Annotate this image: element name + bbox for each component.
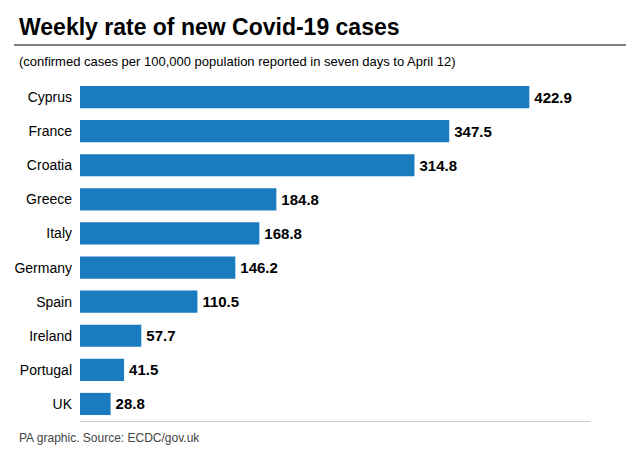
svg-text:Croatia: Croatia <box>27 157 72 173</box>
svg-text:41.5: 41.5 <box>129 361 158 378</box>
svg-text:France: France <box>28 123 72 139</box>
svg-text:168.8: 168.8 <box>264 225 302 242</box>
svg-text:184.8: 184.8 <box>281 191 319 208</box>
svg-text:Germany: Germany <box>14 260 72 276</box>
svg-text:314.8: 314.8 <box>419 157 457 174</box>
svg-text:110.5: 110.5 <box>202 293 239 310</box>
svg-text:Portugal: Portugal <box>20 362 72 378</box>
svg-text:Ireland: Ireland <box>29 328 72 344</box>
svg-text:UK: UK <box>53 396 73 412</box>
svg-text:Weekly rate of new Covid-19 ca: Weekly rate of new Covid-19 cases <box>19 14 400 40</box>
svg-text:347.5: 347.5 <box>454 123 492 140</box>
svg-text:28.8: 28.8 <box>116 395 145 412</box>
svg-text:Italy: Italy <box>46 225 72 241</box>
svg-text:422.9: 422.9 <box>534 89 572 106</box>
svg-text:Greece: Greece <box>26 191 72 207</box>
svg-text:146.2: 146.2 <box>240 259 278 276</box>
svg-text:(confirmed cases per 100,000 p: (confirmed cases per 100,000 population … <box>19 54 455 69</box>
svg-text:Cyprus: Cyprus <box>28 89 72 105</box>
svg-text:Spain: Spain <box>36 294 72 310</box>
svg-text:57.7: 57.7 <box>146 327 175 344</box>
svg-text:PA graphic. Source: ECDC/gov.u: PA graphic. Source: ECDC/gov.uk <box>19 431 200 445</box>
